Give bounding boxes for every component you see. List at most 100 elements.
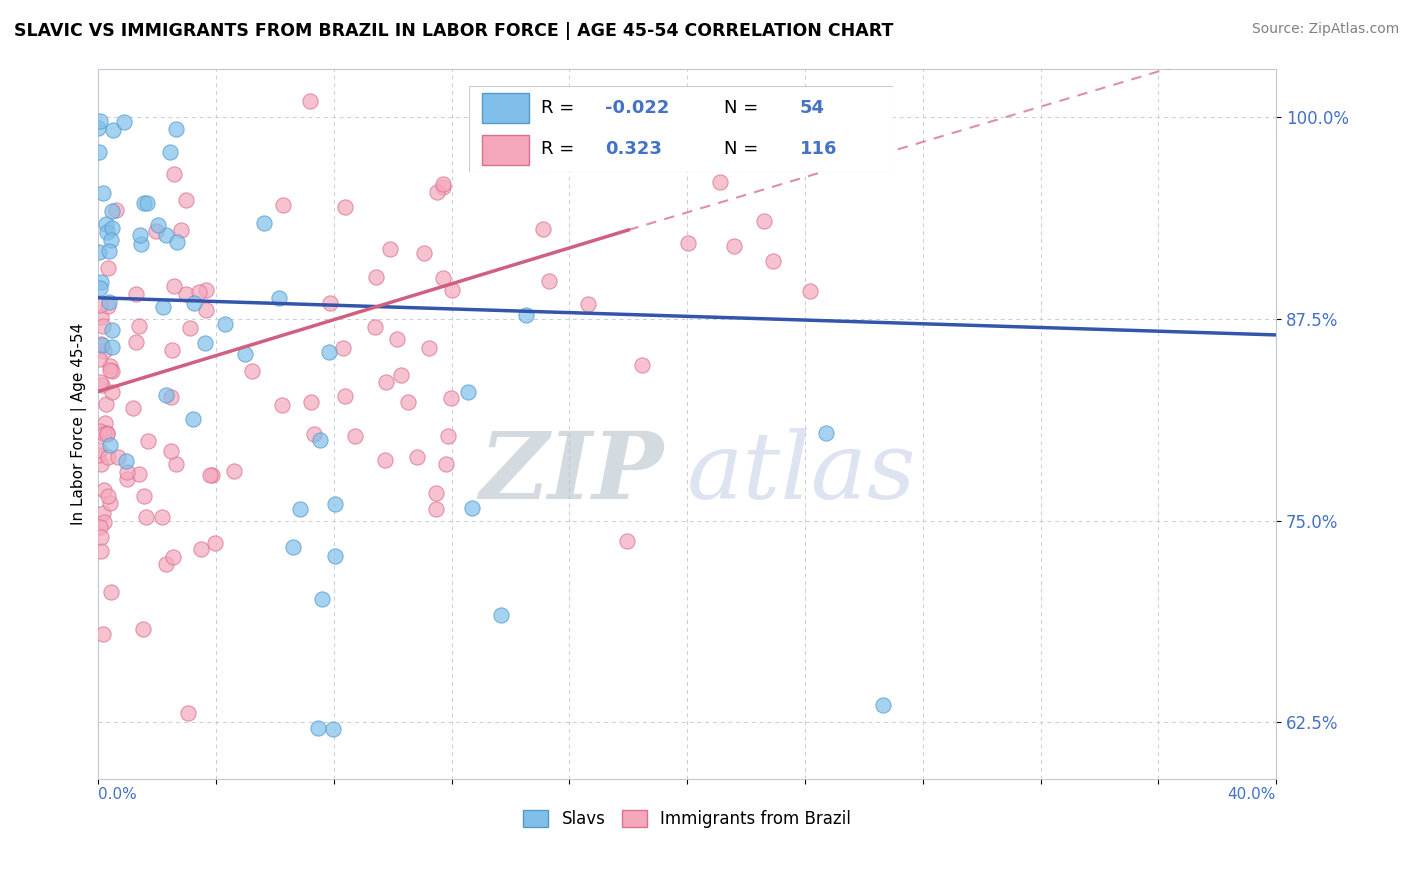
- Point: [131, 622, 153, 636]
- Point: [269, 291, 291, 305]
- Point: [97, 489, 120, 503]
- Point: [190, 542, 212, 557]
- Point: [165, 122, 187, 136]
- Point: [89, 114, 111, 128]
- Point: [89, 280, 111, 294]
- Point: [159, 391, 181, 405]
- Point: [98, 295, 121, 310]
- Point: [389, 368, 412, 383]
- Point: [432, 270, 454, 285]
- Point: [606, 94, 628, 108]
- Point: [425, 501, 447, 516]
- Point: [311, 591, 333, 606]
- Point: [298, 94, 321, 108]
- Point: [104, 203, 127, 218]
- Point: [101, 364, 124, 378]
- Point: [91, 338, 114, 352]
- Point: [418, 341, 440, 355]
- Point: [97, 244, 120, 259]
- Point: [302, 426, 325, 441]
- Point: [177, 706, 200, 720]
- Point: [90, 544, 112, 558]
- Point: [97, 299, 120, 313]
- Point: [457, 384, 479, 399]
- Point: [96, 225, 118, 239]
- Point: [98, 438, 121, 452]
- Point: [134, 195, 156, 210]
- Point: [440, 283, 463, 297]
- Point: [117, 465, 139, 479]
- Point: [616, 533, 638, 548]
- Point: [122, 401, 145, 416]
- Point: [396, 394, 419, 409]
- Point: [128, 467, 150, 481]
- Point: [90, 457, 112, 471]
- Point: [89, 352, 111, 367]
- Point: [201, 467, 224, 482]
- Point: [93, 483, 115, 497]
- Point: [89, 424, 111, 438]
- Point: [124, 286, 146, 301]
- Point: [432, 180, 454, 194]
- Point: [135, 509, 157, 524]
- Point: [96, 217, 118, 231]
- Point: [97, 450, 120, 465]
- Legend: Slavs, Immigrants from Brazil: Slavs, Immigrants from Brazil: [516, 803, 858, 835]
- Text: Source: ZipAtlas.com: Source: ZipAtlas.com: [1251, 22, 1399, 37]
- Point: [100, 204, 122, 219]
- Text: ZIP: ZIP: [479, 428, 664, 518]
- Point: [101, 384, 124, 399]
- Point: [112, 115, 135, 129]
- Point: [162, 343, 184, 357]
- Point: [434, 457, 457, 471]
- Point: [136, 434, 159, 449]
- Point: [98, 359, 121, 373]
- Point: [323, 549, 346, 564]
- Point: [426, 185, 449, 199]
- Point: [364, 320, 387, 334]
- Point: [378, 242, 401, 256]
- Point: [425, 486, 447, 500]
- Point: [124, 334, 146, 349]
- Point: [160, 443, 183, 458]
- Point: [152, 300, 174, 314]
- Point: [412, 246, 434, 260]
- Point: [754, 213, 776, 227]
- Text: 40.0%: 40.0%: [1227, 787, 1277, 802]
- Point: [253, 216, 276, 230]
- Point: [387, 333, 409, 347]
- Point: [128, 318, 150, 333]
- Point: [179, 321, 201, 335]
- Point: [515, 308, 537, 322]
- Point: [723, 239, 745, 253]
- Point: [87, 120, 110, 135]
- Point: [174, 193, 197, 207]
- Point: [322, 722, 344, 736]
- Point: [564, 96, 586, 111]
- Point: [332, 341, 354, 355]
- Point: [90, 310, 112, 324]
- Point: [115, 473, 138, 487]
- Point: [93, 515, 115, 529]
- Point: [91, 627, 114, 641]
- Point: [307, 721, 329, 735]
- Point: [531, 221, 554, 235]
- Point: [222, 464, 245, 478]
- Point: [200, 468, 222, 483]
- Point: [87, 449, 110, 463]
- Point: [235, 346, 257, 360]
- Point: [91, 378, 114, 392]
- Point: [152, 510, 174, 524]
- Point: [194, 283, 217, 297]
- Point: [90, 275, 112, 289]
- Point: [100, 233, 122, 247]
- Point: [319, 296, 342, 310]
- Y-axis label: In Labor Force | Age 45-54: In Labor Force | Age 45-54: [72, 323, 87, 524]
- Point: [170, 223, 193, 237]
- Point: [576, 297, 599, 311]
- Point: [93, 427, 115, 442]
- Text: atlas: atlas: [688, 428, 917, 518]
- Point: [281, 540, 304, 554]
- Point: [163, 167, 186, 181]
- Point: [762, 254, 785, 268]
